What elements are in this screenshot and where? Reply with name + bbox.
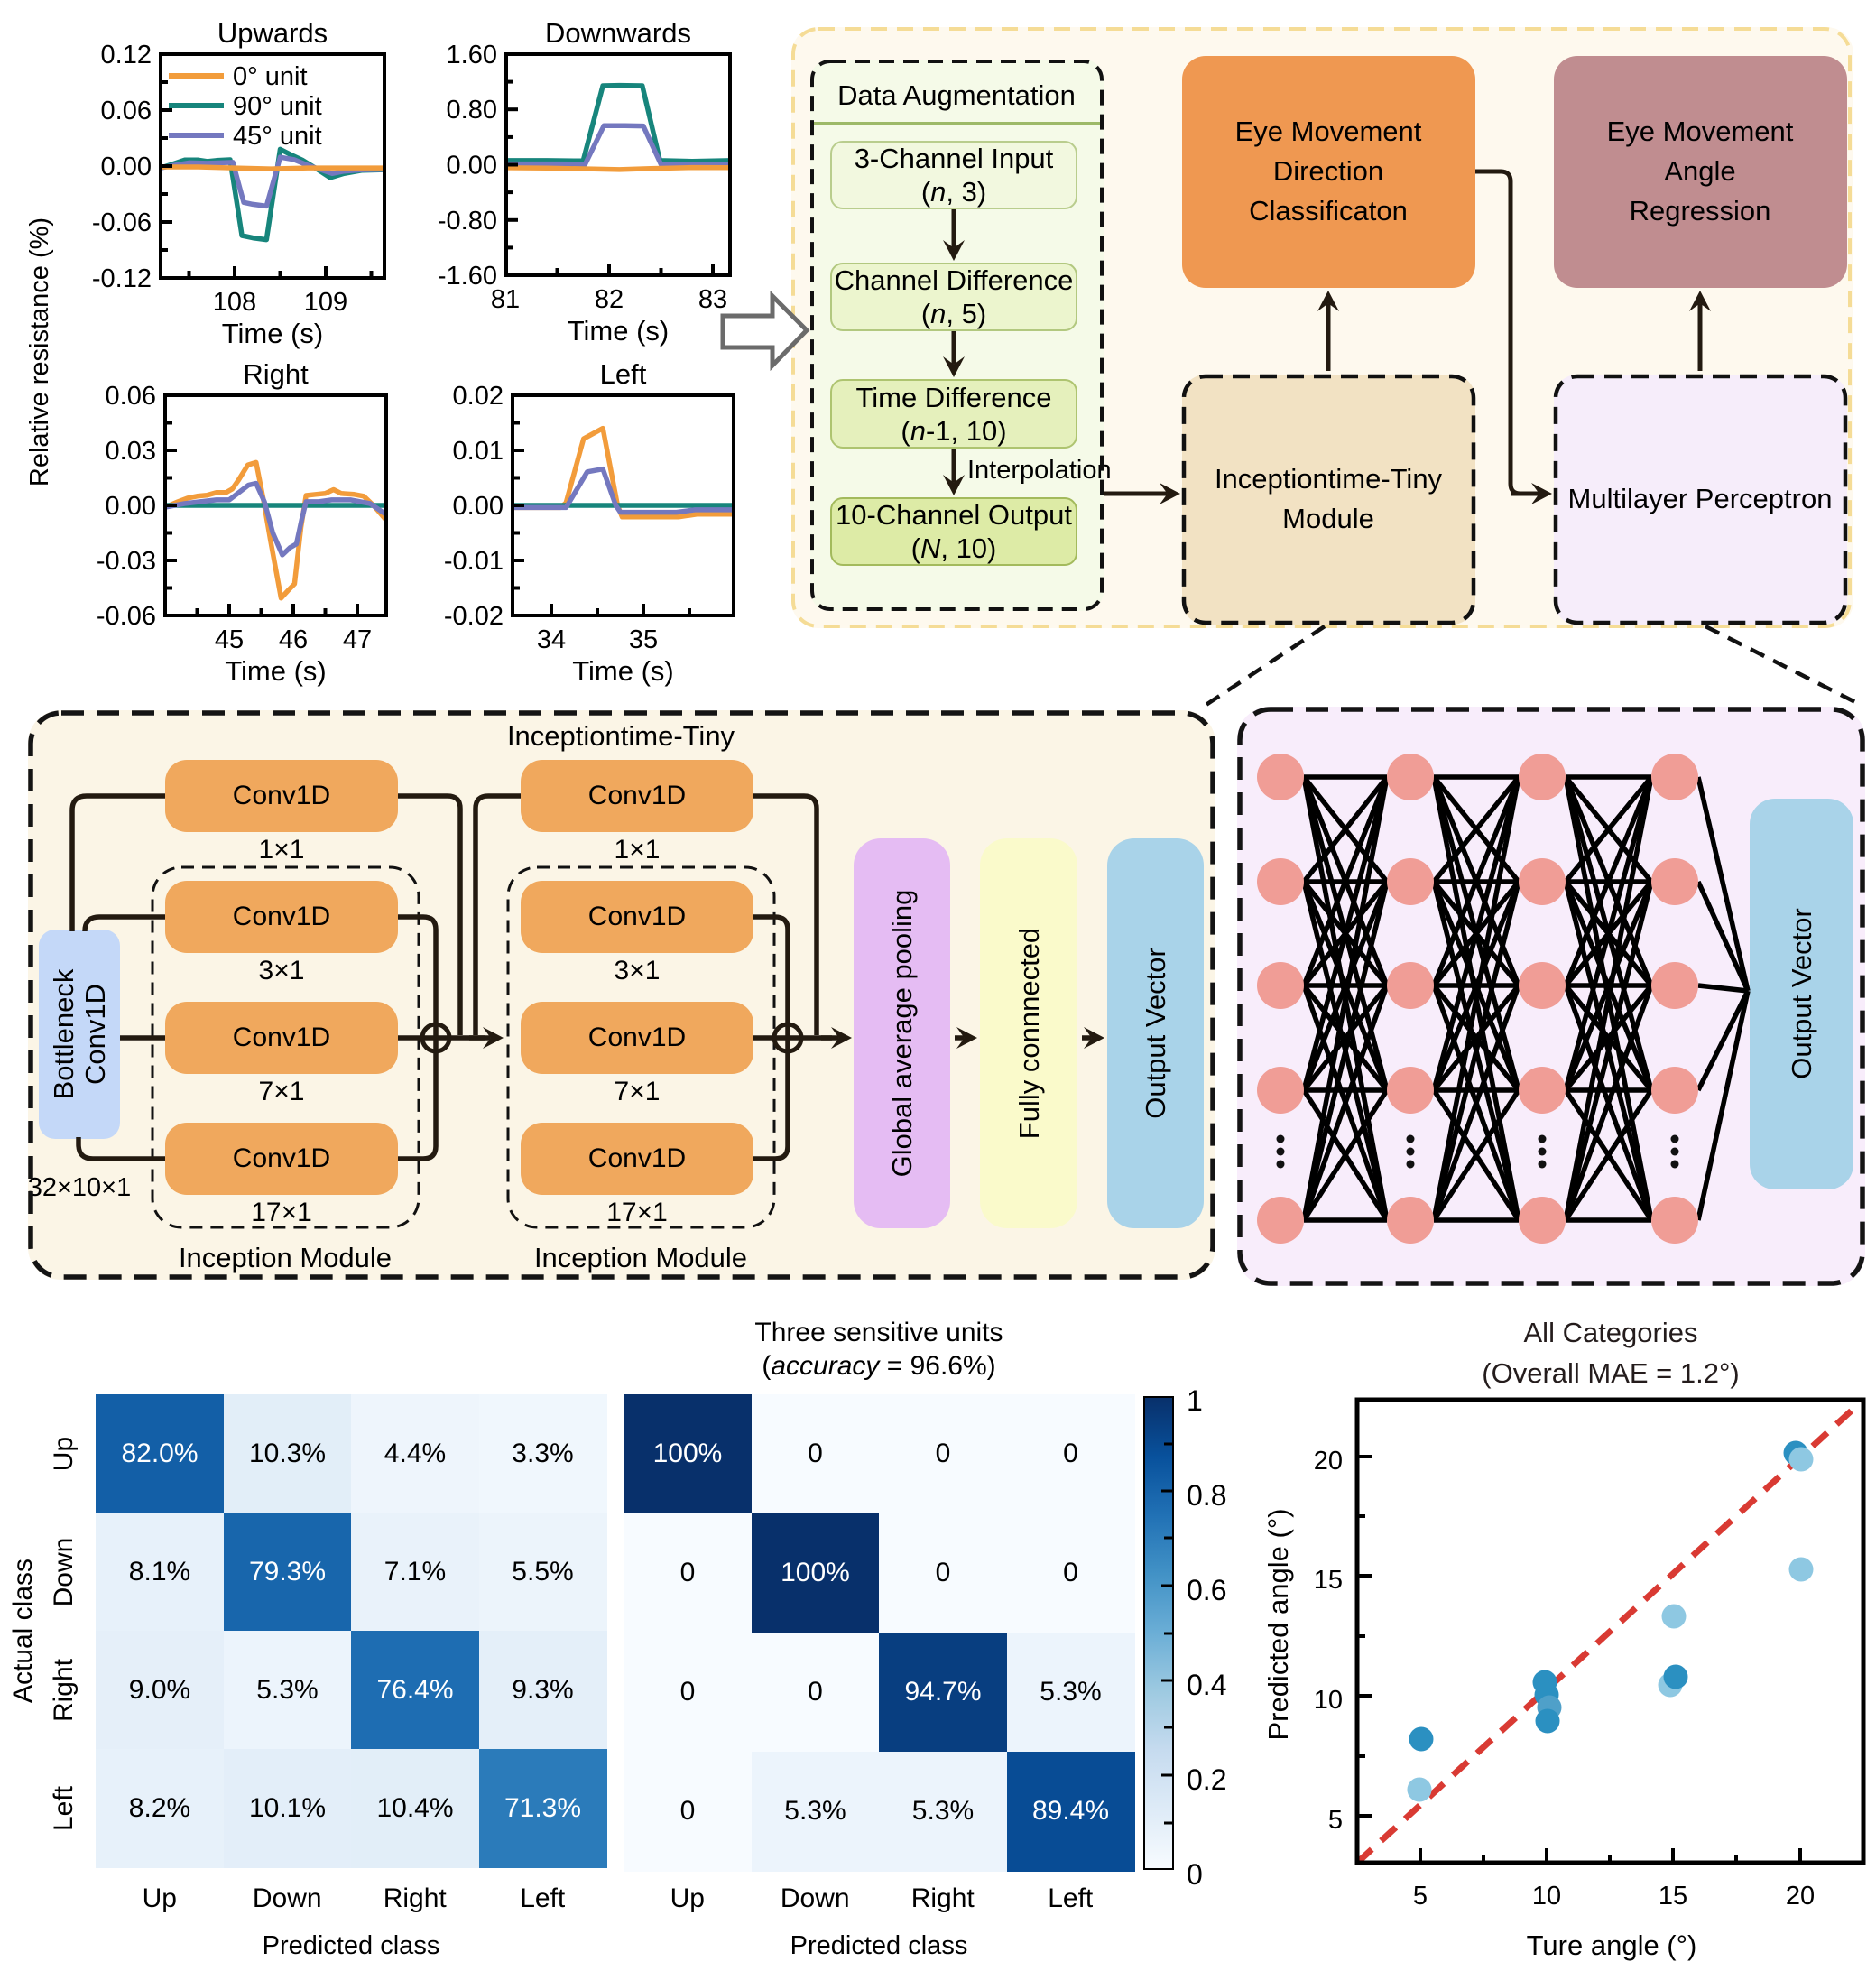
svg-text:15: 15 [1659,1882,1687,1911]
svg-text:0.06: 0.06 [101,97,152,125]
svg-text:Right: Right [243,358,309,390]
svg-text:47: 47 [343,625,372,654]
svg-text:0.80: 0.80 [447,96,497,125]
svg-text:0.12: 0.12 [101,41,152,69]
svg-text:10: 10 [1532,1882,1561,1911]
svg-text:0° unit: 0° unit [233,62,308,91]
svg-text:45: 45 [215,625,244,654]
svg-text:83: 83 [698,285,727,314]
svg-text:20: 20 [1314,1447,1343,1476]
svg-text:109: 109 [304,288,347,317]
svg-text:35: 35 [629,625,658,654]
svg-text:1.60: 1.60 [447,41,497,69]
svg-text:-0.80: -0.80 [438,207,497,236]
svg-text:-0.03: -0.03 [97,547,156,576]
svg-text:10: 10 [1314,1686,1343,1715]
svg-text:-0.01: -0.01 [444,547,504,576]
svg-text:Left: Left [600,358,647,390]
svg-text:0.00: 0.00 [101,153,152,181]
svg-text:-1.60: -1.60 [438,262,497,291]
svg-text:0.00: 0.00 [106,492,156,521]
svg-text:82: 82 [595,285,624,314]
svg-text:0.03: 0.03 [106,437,156,466]
svg-text:46: 46 [279,625,308,654]
svg-text:5: 5 [1328,1806,1343,1835]
svg-text:90° unit: 90° unit [233,92,322,121]
svg-text:15: 15 [1314,1566,1343,1595]
svg-text:-0.12: -0.12 [92,264,152,293]
svg-text:Time (s): Time (s) [222,318,324,349]
svg-text:108: 108 [213,288,256,317]
svg-text:34: 34 [537,625,566,654]
svg-text:-0.06: -0.06 [92,208,152,237]
svg-text:Time (s): Time (s) [225,655,327,687]
svg-text:Downwards: Downwards [545,17,691,49]
svg-text:45° unit: 45° unit [233,122,322,151]
svg-text:-0.02: -0.02 [444,602,504,631]
svg-text:0.01: 0.01 [453,437,504,466]
svg-text:-0.06: -0.06 [97,602,156,631]
svg-text:0.06: 0.06 [106,382,156,411]
svg-text:20: 20 [1786,1882,1815,1911]
svg-text:5: 5 [1413,1882,1428,1911]
svg-text:Time (s): Time (s) [568,315,670,347]
svg-text:81: 81 [491,285,520,314]
svg-text:0.00: 0.00 [453,492,504,521]
svg-text:0.02: 0.02 [453,382,504,411]
svg-text:Time (s): Time (s) [572,655,674,687]
svg-text:Relative resistance (%): Relative resistance (%) [25,217,54,486]
svg-text:0.00: 0.00 [447,152,497,180]
svg-text:Upwards: Upwards [217,17,328,49]
